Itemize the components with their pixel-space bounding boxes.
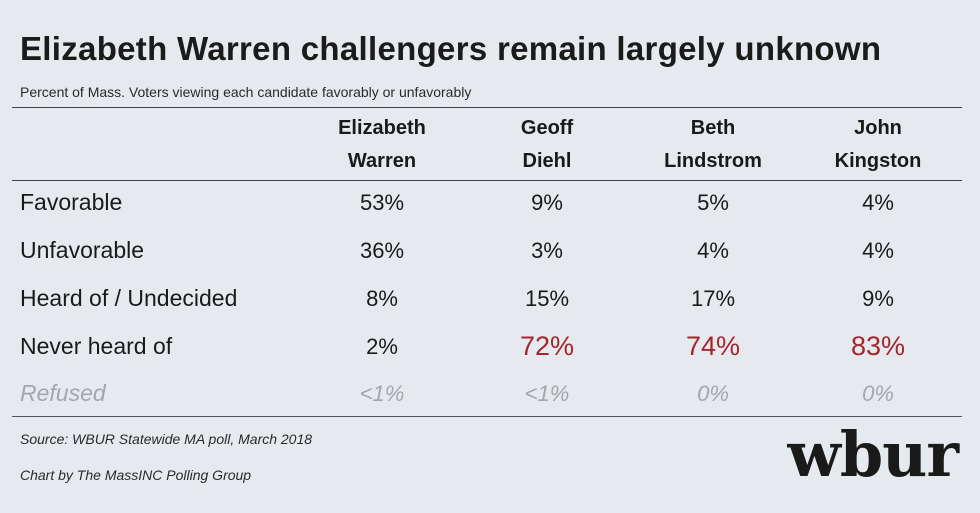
column-header-line2: Kingston — [834, 150, 922, 172]
cell-refused-lindstrom: 0% — [697, 381, 729, 406]
cell-refused-diehl: <1% — [524, 381, 570, 406]
cell-never-heard-warren: 2% — [366, 334, 398, 359]
column-header-warren: Elizabeth Warren — [302, 112, 462, 178]
wbur-logo: wbur — [787, 418, 959, 491]
row-label-unfavorable: Unfavorable — [20, 237, 145, 263]
column-header-line1: John — [854, 117, 902, 139]
row-label-heard-of: Heard of / Undecided — [20, 285, 238, 311]
chart-title: Elizabeth Warren challengers remain larg… — [20, 30, 882, 67]
credit-note: Chart by The MassINC Polling Group — [20, 467, 252, 483]
column-header-line2: Lindstrom — [664, 150, 762, 172]
top-rule — [12, 107, 962, 108]
bottom-rule — [12, 416, 962, 417]
column-header-line2: Warren — [347, 150, 417, 172]
row-label-refused: Refused — [20, 380, 106, 406]
column-header-line2: Diehl — [522, 150, 572, 172]
cell-favorable-warren: 53% — [359, 190, 405, 215]
cell-unfavorable-warren: 36% — [359, 238, 405, 263]
chart-subtitle: Percent of Mass. Voters viewing each can… — [20, 84, 472, 100]
column-header-diehl: Geoff Diehl — [467, 112, 627, 178]
cell-favorable-diehl: 9% — [531, 190, 563, 215]
column-header-line1: Beth — [690, 117, 736, 139]
column-header-kingston: John Kingston — [798, 112, 958, 178]
column-header-lindstrom: Beth Lindstrom — [633, 112, 793, 178]
cell-favorable-lindstrom: 5% — [697, 190, 729, 215]
cell-refused-warren: <1% — [359, 381, 405, 406]
cell-heard-of-lindstrom: 17% — [690, 286, 736, 311]
cell-favorable-kingston: 4% — [862, 190, 894, 215]
cell-unfavorable-lindstrom: 4% — [697, 238, 729, 263]
cell-unfavorable-diehl: 3% — [531, 238, 563, 263]
source-note: Source: WBUR Statewide MA poll, March 20… — [20, 431, 313, 447]
cell-heard-of-warren: 8% — [366, 286, 398, 311]
header-rule — [12, 180, 962, 181]
row-label-favorable: Favorable — [20, 189, 123, 215]
cell-heard-of-diehl: 15% — [524, 286, 570, 311]
cell-never-heard-diehl: 72% — [519, 331, 575, 361]
column-header-line1: Elizabeth — [338, 117, 426, 139]
cell-never-heard-lindstrom: 74% — [685, 331, 741, 361]
cell-never-heard-kingston: 83% — [850, 331, 906, 361]
cell-unfavorable-kingston: 4% — [862, 238, 894, 263]
row-label-never-heard-of: Never heard of — [20, 333, 173, 359]
cell-heard-of-kingston: 9% — [862, 286, 894, 311]
cell-refused-kingston: 0% — [862, 381, 894, 406]
column-header-line1: Geoff — [520, 117, 574, 139]
